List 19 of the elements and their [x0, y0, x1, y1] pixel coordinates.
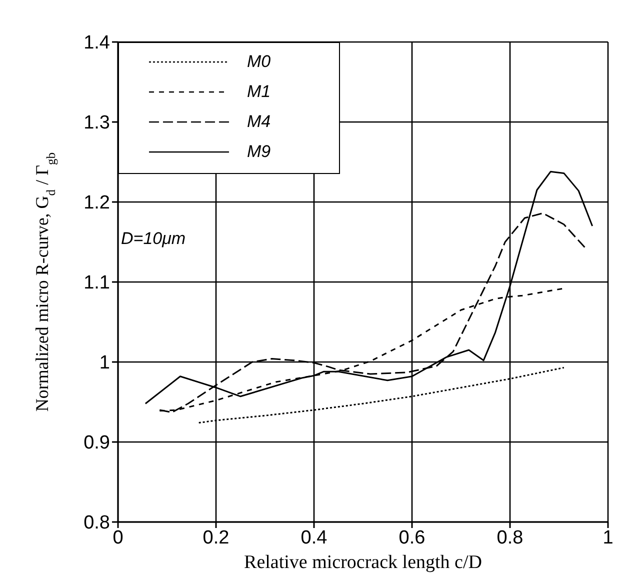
x-axis-title: Relative microcrack length c/D [244, 552, 482, 573]
legend-label: M9 [247, 141, 271, 163]
annotation: D=10μm [121, 229, 186, 250]
y-tick-label: 1.2 [84, 192, 110, 214]
legend-label: M0 [247, 51, 271, 73]
y-tick-label: 1 [99, 352, 110, 374]
legend-label: M4 [247, 111, 271, 133]
y-tick-label: 0.8 [84, 512, 110, 534]
x-tick-label: 0.4 [300, 527, 328, 548]
x-tick-label: 0.2 [202, 527, 230, 548]
y-tick-label: 1.1 [84, 272, 110, 294]
y-tick-label: 1.4 [84, 32, 110, 54]
x-tick-label: 0.6 [398, 527, 426, 548]
legend-label: M1 [247, 81, 271, 103]
y-tick-label: 0.9 [84, 432, 110, 454]
y-tick-label: 1.3 [84, 112, 110, 134]
x-tick-label: 0.8 [496, 527, 524, 548]
x-tick-label: 1 [602, 527, 614, 548]
x-tick-label: 0 [112, 527, 124, 548]
